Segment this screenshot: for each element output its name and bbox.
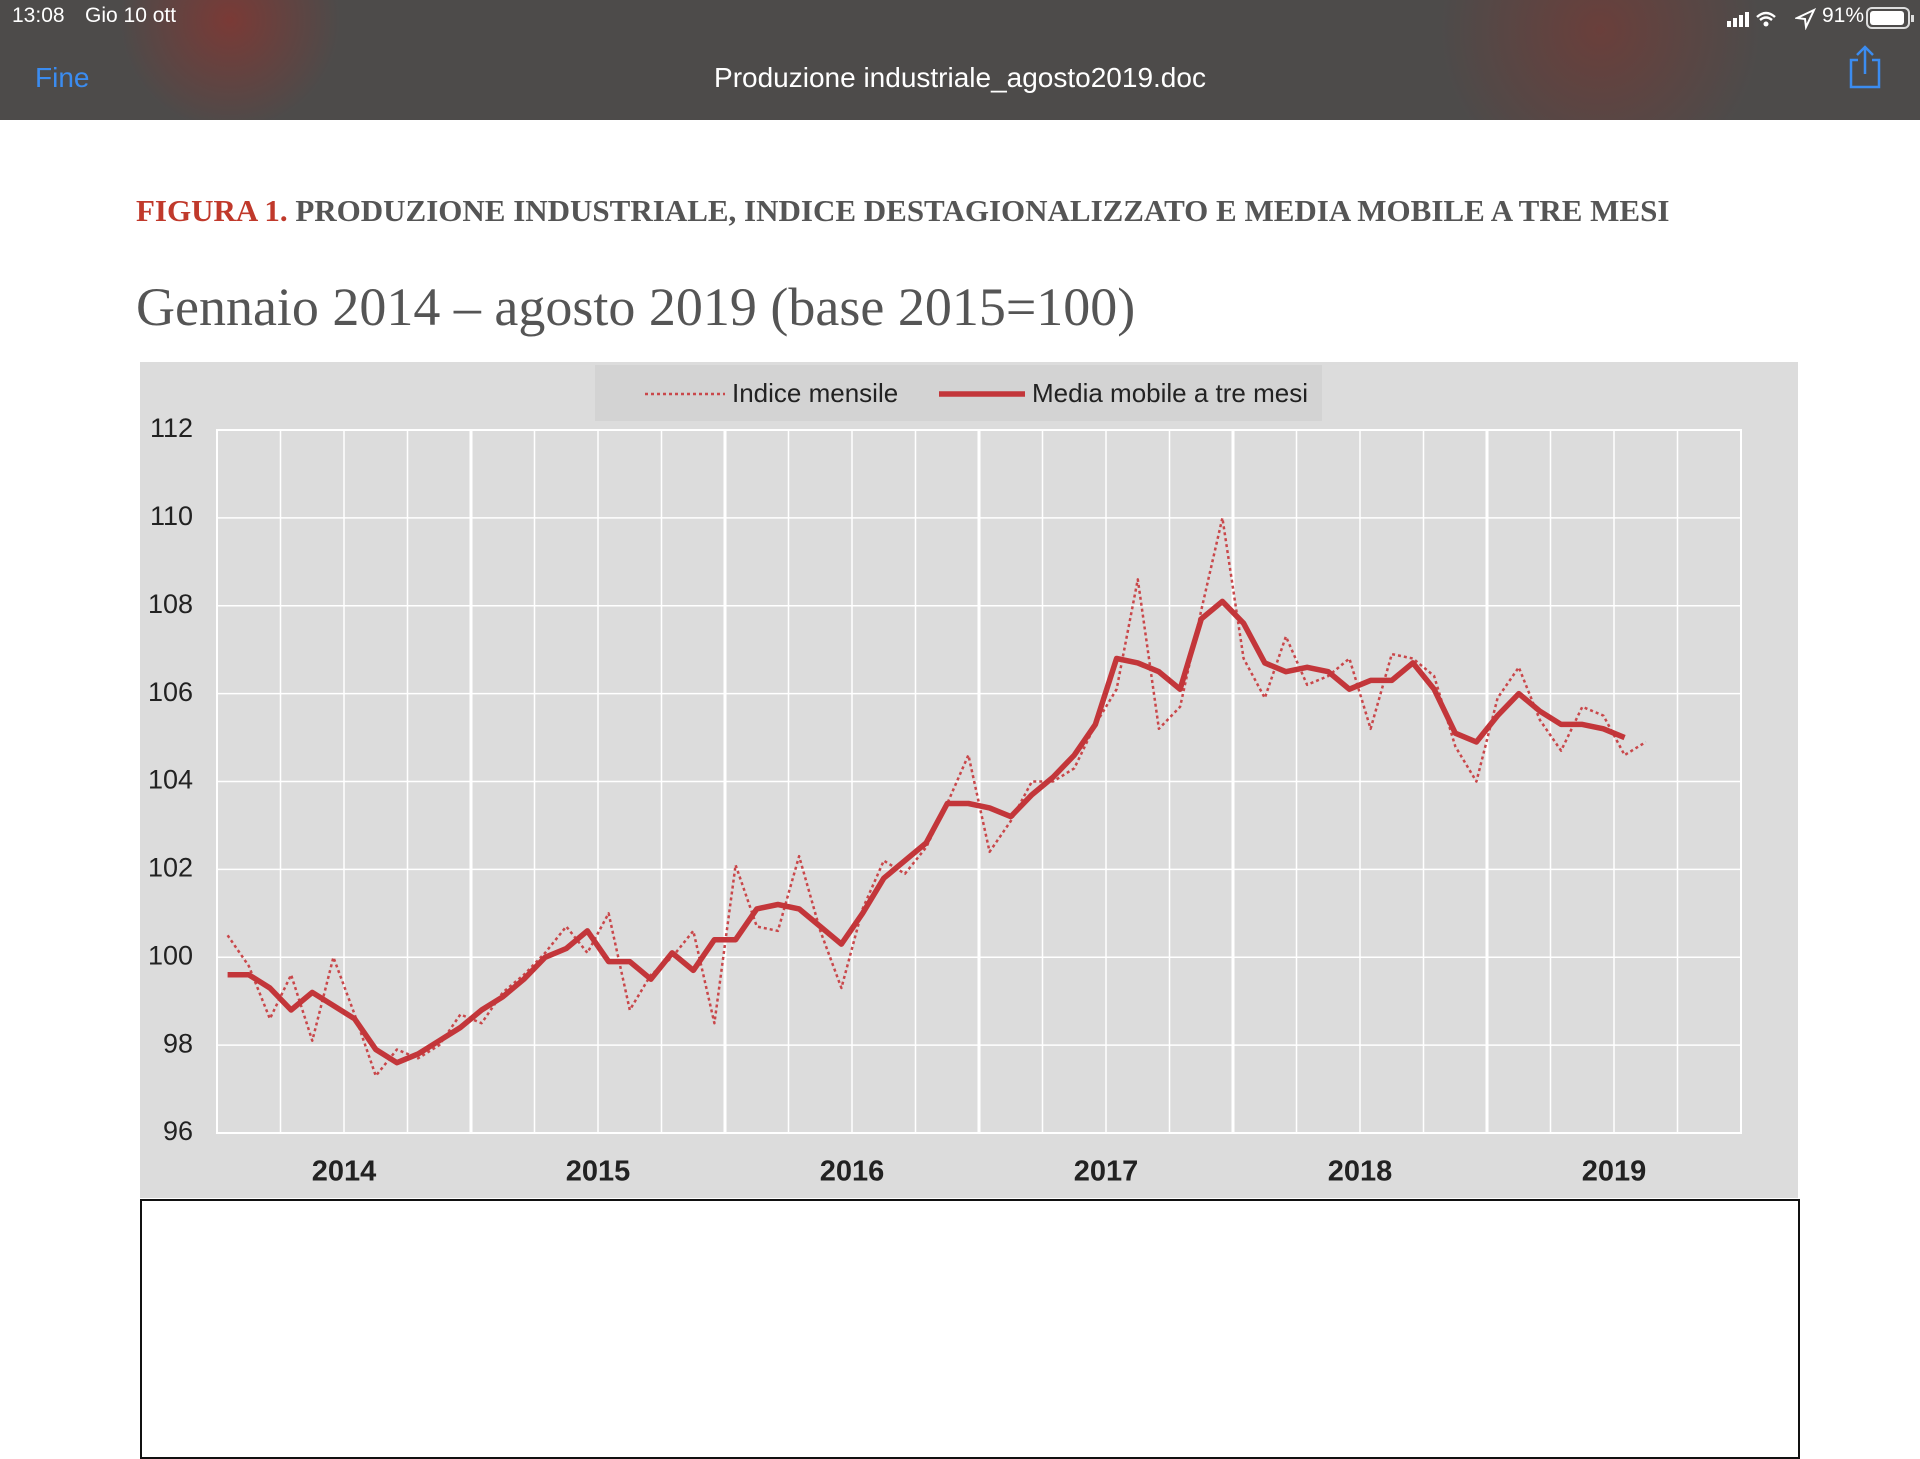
monthly-index-line [226,516,1647,1078]
figure-title: FIGURA 1. PRODUZIONE INDUSTRIALE, INDICE… [136,190,1776,231]
x-tick-label: 2015 [566,1156,631,1188]
y-tick-label: 106 [148,677,193,707]
figure-label: FIGURA 1. [136,193,288,228]
location-icon [1795,8,1817,30]
done-button[interactable]: Fine [35,62,90,93]
document-title: Produzione industriale_agosto2019.doc [714,62,1206,93]
chart-background [140,362,1798,1198]
legend-box [595,365,1322,421]
x-tick-label: 2018 [1328,1156,1393,1188]
x-tick-label: 2019 [1582,1156,1647,1188]
status-and-nav-bar: 13:08 Gio 10 ott 91% Fine Produzione ind… [0,0,1920,120]
empty-table-box [140,1199,1800,1459]
legend-label: Media mobile a tre mesi [1032,378,1308,408]
date: Gio 10 ott [85,4,177,27]
moving-average-line [227,598,1626,1066]
y-tick-label: 108 [148,589,193,619]
figure-subtitle: Gennaio 2014 – agosto 2019 (base 2015=10… [136,277,1136,337]
x-tick-label: 2014 [312,1156,377,1188]
y-tick-label: 102 [148,853,193,883]
y-tick-label: 100 [148,940,193,970]
y-tick-label: 110 [150,501,193,531]
y-tick-label: 104 [148,765,193,795]
share-button[interactable] [1845,44,1885,90]
legend-label: Indice mensile [732,378,898,408]
battery-percent: 91% [1822,4,1865,27]
plot-area [216,429,1742,1134]
signal-wifi-icons [1727,11,1776,27]
y-tick-label: 112 [150,413,193,443]
battery-icon [1866,7,1914,29]
figure-title-text: PRODUZIONE INDUSTRIALE, INDICE DESTAGION… [295,193,1670,228]
y-tick-label: 96 [163,1116,193,1146]
x-tick-label: 2016 [820,1156,885,1188]
x-tick-label: 2017 [1074,1156,1139,1188]
y-tick-label: 98 [163,1028,193,1058]
clock: 13:08 [12,4,65,27]
